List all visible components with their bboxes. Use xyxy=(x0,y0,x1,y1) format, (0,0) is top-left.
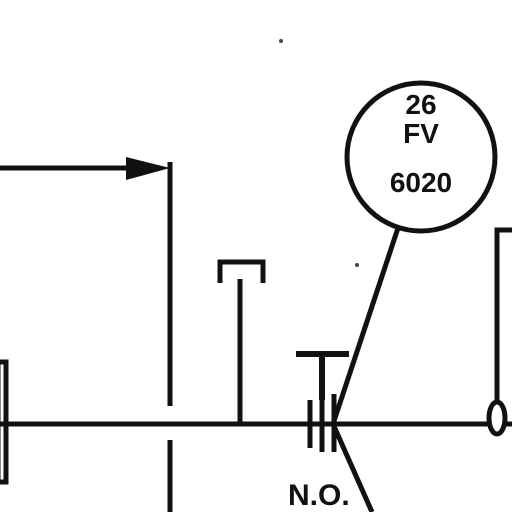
right-equipment xyxy=(486,227,512,437)
instrument-balloon: 26 FV 6020 xyxy=(344,80,498,234)
tag-function: FV xyxy=(403,118,439,149)
tag-loop: 6020 xyxy=(390,167,452,198)
tag-number: 26 xyxy=(405,89,436,120)
vent-symbol xyxy=(217,259,266,424)
scan-speck xyxy=(279,39,283,43)
scan-speck xyxy=(355,263,359,267)
valve-position-label: N.O. xyxy=(288,479,350,512)
balloon-leader xyxy=(330,227,401,425)
signal-arrow xyxy=(0,157,173,512)
diagonal-line xyxy=(330,422,375,512)
valve-actuator xyxy=(296,351,349,452)
